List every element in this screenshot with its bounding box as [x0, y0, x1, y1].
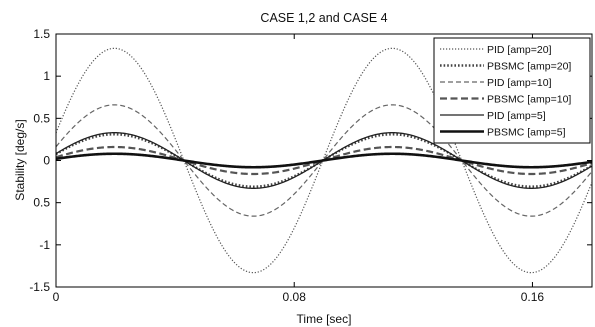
series-line-1 — [56, 47, 592, 274]
x-tick-label: 0.08 — [283, 290, 307, 304]
legend-box — [433, 37, 591, 144]
legend: PID [amp=20] PBSMC [amp=20] PID [amp=10] PB… — [433, 37, 591, 144]
x-tick-label: 0 — [53, 290, 60, 304]
x-tick-label: 0.16 — [521, 290, 545, 304]
series-line-6 — [56, 152, 592, 169]
y-tick-label: 0.5 — [33, 196, 50, 210]
legend-label: PBSMC [amp=10] — [487, 94, 571, 106]
y-tick-label: 1 — [43, 69, 50, 83]
legend-label: PID [amp=5] — [487, 110, 546, 122]
y-tick-label: 0.5 — [33, 111, 50, 125]
legend-label: PID [amp=10] — [487, 77, 552, 89]
x-axis-label: Time [sec] — [297, 312, 352, 326]
y-tick-label: -1.5 — [29, 280, 50, 294]
y-axis-label: Stability [deg/s] — [13, 119, 27, 200]
y-tick-label: 0 — [43, 154, 50, 168]
y-tick-label: 1.5 — [33, 27, 50, 41]
chart-title: CASE 1,2 and CASE 4 — [260, 11, 387, 25]
legend-label: PBSMC [amp=20] — [487, 61, 571, 73]
legend-label: PID [amp=20] — [487, 44, 552, 56]
axis-ticks: 1.510.500.5-1-1.50 0.08 0.16 — [29, 27, 592, 304]
series-line-3 — [56, 104, 592, 217]
y-tick-label: -1 — [39, 238, 50, 252]
legend-label: PBSMC [amp=5] — [487, 127, 566, 139]
